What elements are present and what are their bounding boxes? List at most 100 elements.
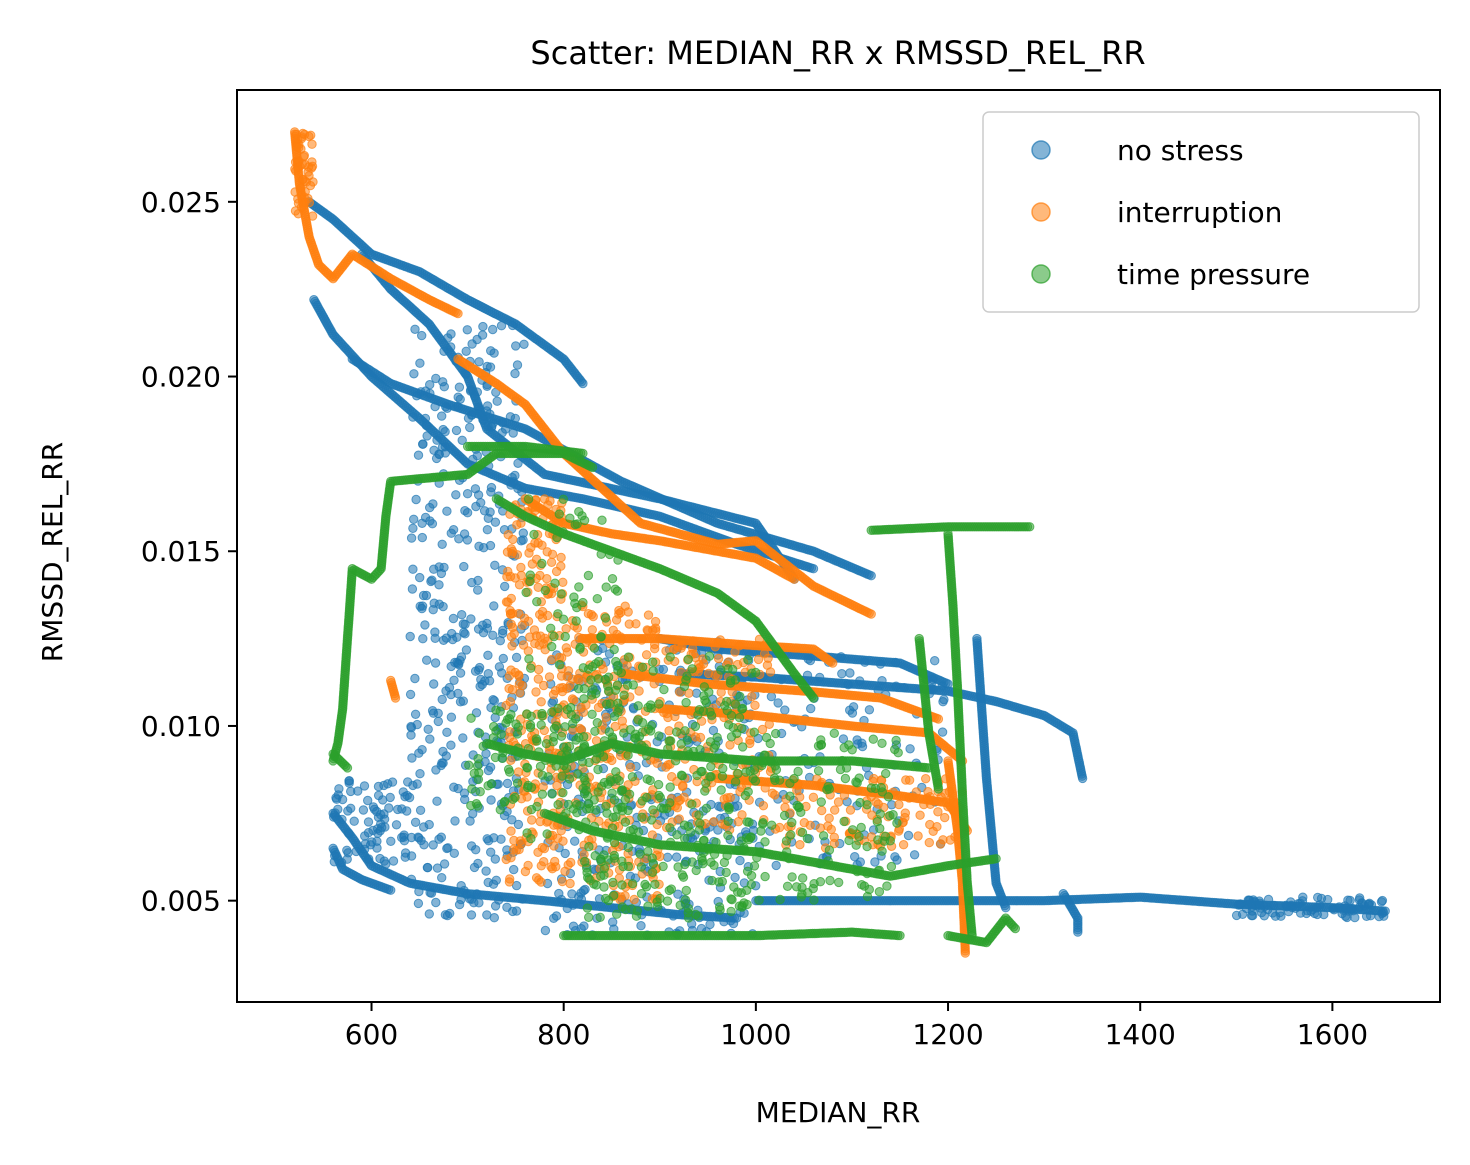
data-point [472, 451, 482, 461]
data-point [826, 824, 836, 835]
data-point [531, 687, 541, 697]
data-point [462, 325, 472, 335]
data-point [390, 693, 401, 703]
data-point [492, 396, 502, 406]
data-point [439, 382, 449, 392]
data-point [523, 860, 533, 871]
data-point [442, 506, 452, 516]
data-point [873, 799, 883, 809]
data-point [490, 854, 500, 864]
data-point [510, 413, 520, 424]
data-point [453, 401, 463, 412]
data-point [890, 657, 901, 668]
data-point [363, 817, 374, 827]
data-point [546, 557, 557, 567]
data-point [448, 634, 458, 645]
data-point [294, 143, 304, 153]
data-point [576, 702, 586, 712]
data-point [465, 422, 475, 433]
data-point [561, 624, 571, 634]
data-point [506, 593, 516, 604]
data-point [1323, 894, 1333, 905]
data-point [565, 878, 575, 889]
data-point [758, 801, 769, 811]
data-point [415, 358, 425, 368]
data-point [429, 598, 439, 608]
data-point [512, 360, 523, 370]
data-point [406, 533, 417, 543]
data-point [933, 807, 943, 817]
data-point [913, 831, 923, 841]
data-point [421, 420, 432, 431]
data-point [1329, 905, 1339, 915]
data-point [500, 581, 510, 592]
data-point [459, 561, 469, 572]
data-point [837, 669, 847, 679]
data-point [497, 428, 507, 438]
data-point [506, 619, 516, 629]
data-point [774, 822, 785, 833]
data-point [558, 836, 568, 846]
data-point [625, 762, 636, 772]
data-point [536, 877, 546, 887]
data-point [503, 566, 513, 577]
data-point [333, 790, 343, 800]
data-point [307, 211, 318, 221]
data-point [578, 378, 588, 389]
data-point [455, 668, 466, 678]
data-point [451, 490, 461, 500]
data-point [1302, 906, 1313, 916]
data-point [506, 826, 516, 836]
data-point [516, 562, 526, 573]
data-point [937, 681, 948, 691]
data-point [414, 748, 424, 758]
data-point [576, 888, 586, 898]
data-point [418, 439, 428, 449]
data-point [713, 653, 724, 664]
data-point [454, 382, 465, 392]
data-point [406, 723, 417, 733]
data-point [511, 652, 522, 663]
data-point [415, 769, 425, 779]
data-point [671, 852, 682, 862]
data-point [483, 650, 493, 660]
data-point [930, 656, 940, 666]
data-point [728, 918, 739, 929]
data-point [843, 680, 853, 690]
data-point [386, 836, 396, 846]
data-point [727, 687, 737, 697]
data-point [428, 840, 438, 850]
data-point [490, 517, 501, 527]
data-point [417, 532, 427, 543]
data-point [450, 816, 460, 826]
data-point [624, 669, 634, 679]
data-point [808, 564, 819, 574]
data-point [556, 552, 566, 563]
data-point [507, 641, 517, 651]
data-point [444, 682, 455, 693]
data-point [482, 525, 493, 535]
data-point [430, 401, 440, 412]
data-point [477, 679, 487, 690]
data-point [771, 860, 781, 871]
data-point [474, 662, 485, 673]
data-point [417, 603, 427, 614]
data-point [368, 825, 378, 836]
data-point [303, 193, 313, 204]
data-point [830, 805, 840, 815]
data-point [903, 830, 914, 841]
data-point [415, 805, 426, 815]
data-point [611, 615, 622, 625]
data-point [446, 342, 456, 352]
data-point [730, 647, 740, 657]
data-point [760, 783, 770, 793]
data-point [932, 822, 942, 832]
data-point [437, 539, 447, 549]
data-point [412, 391, 422, 401]
data-point [473, 585, 483, 595]
data-point [535, 816, 545, 827]
data-point [448, 525, 459, 535]
data-point [806, 703, 816, 714]
data-point [506, 665, 516, 675]
data-point [716, 687, 726, 697]
